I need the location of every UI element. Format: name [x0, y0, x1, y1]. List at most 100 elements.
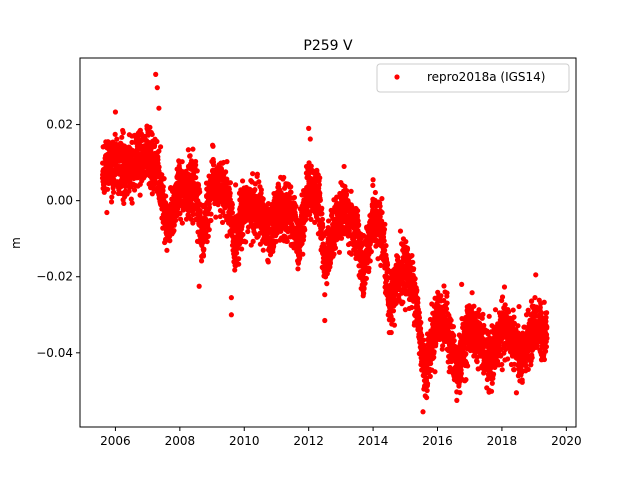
data-point — [489, 380, 495, 386]
data-point — [179, 220, 185, 226]
data-point — [206, 204, 213, 211]
data-point — [156, 148, 162, 154]
data-point — [532, 294, 538, 301]
data-point — [448, 317, 454, 323]
chart-title: P259 V — [303, 38, 353, 54]
data-point — [210, 143, 216, 149]
data-point — [322, 292, 328, 298]
data-point — [505, 356, 511, 362]
data-point — [208, 217, 214, 224]
data-point — [314, 167, 320, 173]
data-point — [252, 186, 258, 193]
data-point — [110, 189, 117, 195]
data-point — [301, 233, 307, 239]
data-point — [118, 184, 124, 190]
data-point — [317, 190, 323, 196]
data-point — [198, 258, 205, 264]
data-point — [160, 184, 166, 190]
data-point — [317, 197, 323, 203]
data-point — [126, 188, 132, 194]
data-point — [372, 189, 378, 196]
data-point — [177, 210, 183, 217]
data-point — [137, 192, 143, 198]
data-point — [451, 338, 457, 344]
data-point — [332, 245, 339, 251]
data-point — [108, 199, 115, 205]
data-point — [260, 247, 266, 253]
data-point — [155, 157, 161, 163]
data-point — [256, 179, 262, 185]
data-point — [471, 303, 477, 309]
data-point — [410, 259, 416, 265]
data-point — [121, 143, 128, 149]
data-point — [316, 182, 322, 188]
data-point — [379, 209, 385, 216]
data-point — [411, 266, 417, 272]
data-point — [197, 210, 203, 216]
data-point — [474, 359, 480, 365]
data-point — [510, 307, 516, 313]
data-point — [538, 309, 544, 316]
data-point — [193, 174, 199, 181]
data-point — [469, 290, 475, 296]
data-point — [284, 238, 290, 244]
data-point — [361, 286, 367, 292]
data-point — [265, 259, 271, 265]
data-point — [149, 131, 155, 137]
data-point — [114, 136, 120, 142]
data-point — [444, 300, 450, 306]
data-point — [492, 307, 499, 313]
data-point — [250, 171, 256, 177]
data-point — [499, 294, 506, 300]
data-point — [361, 290, 367, 296]
data-point — [224, 159, 230, 165]
data-point — [377, 203, 383, 209]
data-point — [172, 217, 179, 224]
data-point — [403, 239, 409, 245]
data-point — [213, 214, 219, 220]
data-point — [254, 171, 260, 177]
data-point — [336, 249, 342, 255]
data-point — [486, 313, 492, 319]
data-point — [288, 184, 294, 190]
data-point — [200, 253, 207, 259]
data-point — [204, 238, 210, 245]
data-point — [476, 307, 482, 313]
data-point — [338, 235, 345, 241]
data-point — [529, 355, 535, 361]
data-point — [381, 226, 388, 232]
data-point — [457, 389, 463, 396]
data-point — [208, 211, 214, 217]
data-point — [344, 188, 350, 194]
data-point — [362, 280, 368, 286]
data-point — [419, 332, 425, 339]
data-point — [207, 197, 213, 203]
data-point — [463, 377, 469, 383]
data-point — [415, 300, 421, 306]
data-point — [379, 196, 385, 202]
data-point — [370, 182, 376, 188]
data-point — [431, 349, 437, 355]
data-point — [149, 191, 155, 197]
data-point — [390, 308, 397, 314]
data-point — [233, 182, 239, 188]
data-point — [243, 239, 249, 245]
data-point — [245, 228, 251, 235]
data-point — [368, 249, 374, 255]
data-point — [223, 169, 229, 175]
data-point — [450, 324, 457, 330]
data-point — [167, 238, 173, 244]
data-point — [229, 201, 235, 208]
data-point — [147, 124, 153, 130]
data-point — [250, 238, 256, 244]
y-axis-label: m — [9, 237, 23, 249]
data-point — [319, 211, 325, 217]
data-point — [120, 130, 126, 136]
data-point — [197, 189, 203, 195]
data-point — [381, 238, 387, 244]
data-point — [499, 367, 505, 373]
data-point — [324, 281, 330, 287]
data-point — [188, 158, 195, 164]
data-point — [418, 319, 424, 326]
